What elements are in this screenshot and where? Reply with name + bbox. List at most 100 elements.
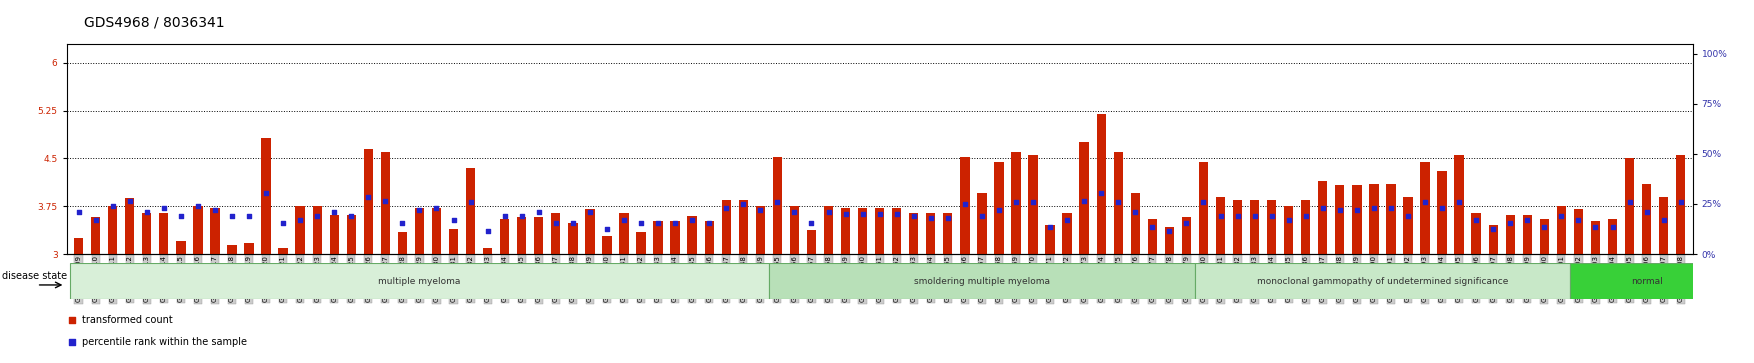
Point [1394,213,1422,219]
Point [1377,205,1405,211]
Point [1547,213,1575,219]
Point [626,221,654,227]
Point [456,200,484,205]
Point [575,209,603,215]
Text: monoclonal gammopathy of undetermined significance: monoclonal gammopathy of undetermined si… [1256,277,1508,286]
Bar [175,241,186,254]
Point [303,213,332,219]
Bar [959,157,970,254]
Bar [688,216,696,254]
Point [524,209,553,215]
Point [1240,213,1268,219]
Bar [533,217,544,254]
Bar [1489,225,1498,254]
Point [831,211,859,217]
Point [1258,213,1286,219]
Text: percentile rank within the sample: percentile rank within the sample [82,337,247,347]
Bar [467,168,475,254]
Point [560,221,588,227]
Point [1359,205,1387,211]
Bar [1642,184,1651,254]
Point [933,215,961,221]
Bar [670,221,681,254]
Point [712,205,740,211]
Bar [1573,209,1584,254]
Point [1052,217,1080,223]
Bar [738,200,747,254]
Bar [91,217,100,254]
Point [1037,224,1065,230]
Point [1666,200,1694,205]
Point [1275,217,1303,223]
Bar [824,206,833,254]
Bar [381,152,389,254]
Point [1615,200,1643,205]
Bar [1608,219,1617,254]
Bar [1386,184,1396,254]
Point [321,209,349,215]
Bar [1079,142,1089,254]
Point [679,217,707,223]
Point [372,197,400,203]
Bar [1659,197,1668,254]
Point [474,228,502,234]
Bar [1194,263,1570,299]
Bar [193,206,202,254]
Point [1514,217,1542,223]
Text: disease state: disease state [2,271,67,281]
Bar [909,213,919,254]
Point [1002,200,1030,205]
Bar [619,213,628,254]
Bar [279,248,288,254]
Bar [244,242,254,254]
Bar [789,206,800,254]
Bar [500,219,509,254]
Point [98,203,126,209]
Bar [109,206,118,254]
Bar [1677,155,1686,254]
Bar [1096,114,1105,254]
Point [286,217,314,223]
Point [865,211,893,217]
Point [695,221,723,227]
Bar [431,208,442,254]
Text: GDS4968 / 8036341: GDS4968 / 8036341 [84,15,225,29]
Point [1308,205,1337,211]
Bar [756,206,765,254]
Bar [312,206,323,254]
Bar [1352,185,1361,254]
Point [202,207,230,213]
Bar [1591,221,1600,254]
Bar [125,198,135,254]
Point [968,213,996,219]
Point [1019,200,1047,205]
Bar [602,236,612,254]
Bar [1165,227,1173,254]
Bar [1317,181,1328,254]
Bar [210,208,219,254]
Bar [944,213,952,254]
Point [1224,213,1252,219]
Bar [295,206,305,254]
Bar [926,213,935,254]
Point [986,207,1014,213]
Bar [74,237,82,254]
Bar [261,138,270,254]
Point [1138,224,1166,230]
Bar [1437,171,1447,254]
Point [65,209,93,215]
Point [319,8,347,13]
Bar [551,213,561,254]
Point [1565,217,1593,223]
Bar [228,245,237,254]
Point [507,213,535,219]
Bar [414,208,424,254]
Point [1649,217,1677,223]
Bar [807,230,816,254]
Bar [1301,200,1310,254]
Point [730,201,758,207]
Point [167,213,195,219]
Point [133,209,161,215]
Bar [1266,200,1277,254]
Point [319,200,347,206]
